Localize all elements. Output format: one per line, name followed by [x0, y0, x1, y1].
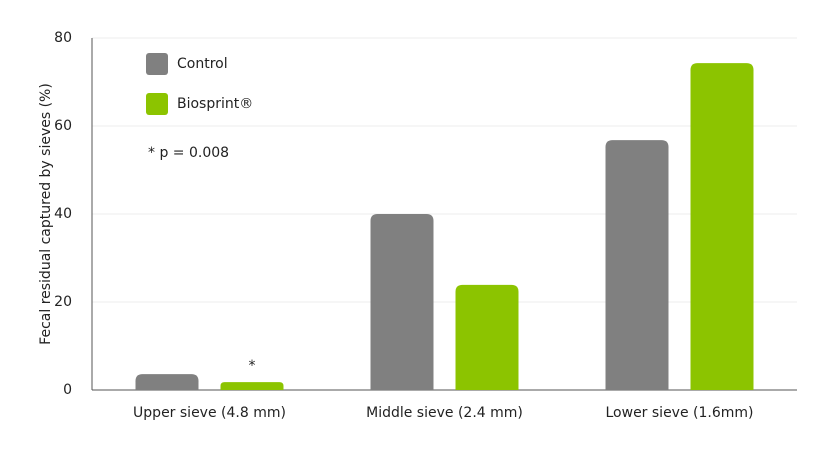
y-axis-label: Fecal residual captured by sieves (%) — [38, 83, 54, 345]
x-tick-label: Upper sieve (4.8 mm) — [133, 405, 286, 421]
bar — [690, 63, 754, 390]
y-tick-label: 40 — [54, 206, 72, 222]
x-tick-label: Lower sieve (1.6mm) — [606, 405, 754, 421]
y-tick-label: 80 — [54, 30, 72, 46]
x-tick-label: Middle sieve (2.4 mm) — [366, 405, 523, 421]
significance-marker: * — [249, 358, 256, 374]
bar — [220, 382, 284, 390]
y-tick-label: 60 — [54, 118, 72, 134]
note: * p = 0.008 — [148, 145, 229, 161]
y-tick-label: 0 — [63, 382, 72, 398]
bar — [370, 214, 434, 390]
bar — [135, 374, 199, 390]
legend-swatch — [146, 53, 168, 75]
legend-swatch — [146, 93, 168, 115]
legend-label: Control — [177, 56, 228, 72]
bar — [605, 140, 669, 390]
y-tick-label: 20 — [54, 294, 72, 310]
bar — [455, 284, 519, 390]
legend-label: Biosprint® — [177, 96, 253, 112]
